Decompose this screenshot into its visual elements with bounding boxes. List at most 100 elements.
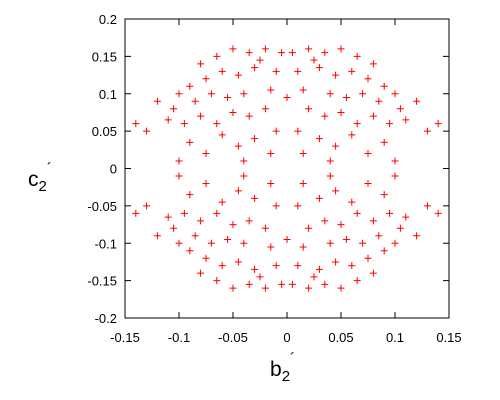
x-tick-label: -0.15 <box>110 330 140 345</box>
point <box>240 90 248 98</box>
point <box>396 224 404 232</box>
point <box>245 217 253 225</box>
point <box>342 236 350 244</box>
point <box>218 67 226 75</box>
y-tick-label: 0.1 <box>99 87 117 102</box>
point <box>353 209 361 217</box>
point <box>423 127 431 135</box>
point <box>186 82 194 90</box>
point <box>434 120 442 128</box>
point <box>380 247 388 255</box>
point <box>180 120 188 128</box>
y-tick-label: -0.2 <box>95 311 117 326</box>
point <box>197 269 205 277</box>
point <box>278 280 286 288</box>
plot-frame <box>124 18 450 319</box>
point <box>299 150 307 158</box>
point <box>326 157 334 165</box>
point <box>229 284 237 292</box>
point <box>332 71 340 79</box>
point <box>326 172 334 180</box>
point <box>391 172 399 180</box>
point <box>229 221 237 229</box>
point <box>132 209 140 217</box>
point <box>164 213 172 221</box>
x-tick-label: -0.05 <box>218 330 248 345</box>
point <box>359 90 367 98</box>
point <box>202 179 210 187</box>
point <box>375 97 383 105</box>
point <box>132 120 140 128</box>
point <box>321 280 329 288</box>
point <box>272 202 280 210</box>
point <box>251 265 259 273</box>
point <box>423 202 431 210</box>
point <box>299 179 307 187</box>
x-tick-label: 0.15 <box>436 330 461 345</box>
point <box>413 232 421 240</box>
x-label-subscript: 2 <box>282 368 290 385</box>
point <box>337 284 345 292</box>
point <box>143 127 151 135</box>
point <box>337 45 345 53</box>
point <box>272 127 280 135</box>
point <box>380 82 388 90</box>
point <box>348 262 356 270</box>
point <box>359 239 367 247</box>
y-tick-label: 0 <box>110 162 117 177</box>
point <box>396 105 404 113</box>
point <box>256 273 264 281</box>
point <box>375 232 383 240</box>
x-tick-label: 0.05 <box>328 330 353 345</box>
point <box>315 135 323 143</box>
y-axis-label: c2´ <box>28 160 52 195</box>
point <box>213 120 221 128</box>
point <box>364 150 372 158</box>
point <box>332 258 340 266</box>
point <box>326 239 334 247</box>
x-label-base: b <box>270 358 282 381</box>
point <box>175 172 183 180</box>
point <box>348 67 356 75</box>
point <box>245 49 253 57</box>
point <box>170 224 178 232</box>
point <box>310 273 318 281</box>
point <box>245 280 253 288</box>
point <box>315 265 323 273</box>
point <box>153 232 161 240</box>
point <box>364 179 372 187</box>
point <box>197 112 205 120</box>
point <box>332 187 340 195</box>
point <box>369 269 377 277</box>
x-tick-label: 0 <box>283 330 290 345</box>
point <box>261 105 269 113</box>
point <box>321 112 329 120</box>
point <box>218 198 226 206</box>
y-tick-label: -0.15 <box>87 274 117 289</box>
y-tick-label: 0.2 <box>99 12 117 27</box>
point <box>218 262 226 270</box>
point <box>213 52 221 60</box>
point <box>288 280 296 288</box>
point <box>170 105 178 113</box>
point <box>261 284 269 292</box>
point <box>353 52 361 60</box>
point <box>337 108 345 116</box>
point <box>197 217 205 225</box>
point <box>299 86 307 94</box>
point <box>380 191 388 199</box>
point <box>207 90 215 98</box>
point <box>186 138 194 146</box>
point <box>234 71 242 79</box>
point <box>315 194 323 202</box>
y-tick-label: -0.1 <box>95 236 117 251</box>
point <box>267 150 275 158</box>
point <box>288 49 296 57</box>
point <box>202 75 210 83</box>
point <box>380 138 388 146</box>
point <box>267 86 275 94</box>
point <box>197 60 205 68</box>
point <box>434 209 442 217</box>
point <box>342 93 350 101</box>
point <box>294 202 302 210</box>
